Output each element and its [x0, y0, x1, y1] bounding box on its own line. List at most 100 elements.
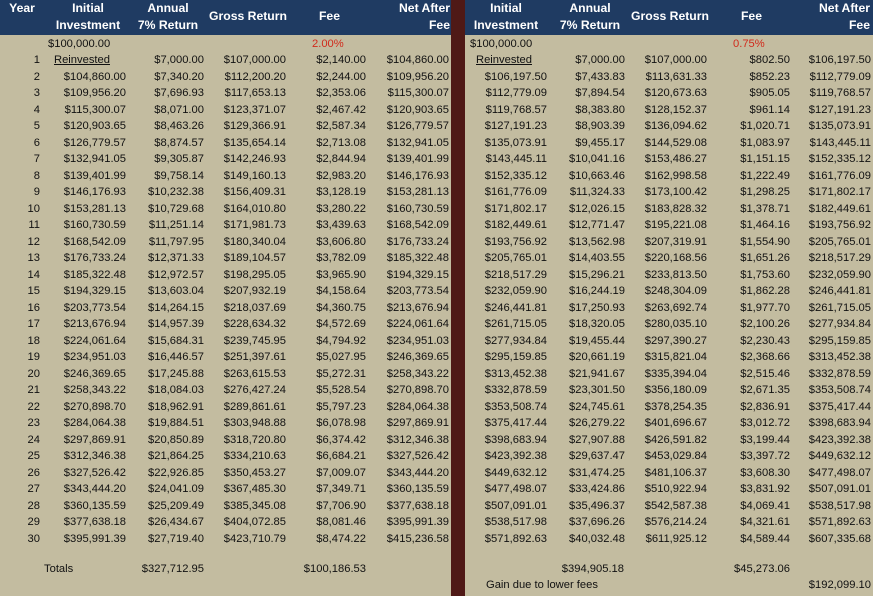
table-divider — [451, 0, 465, 596]
annual-cell: $25,209.49 — [148, 499, 204, 512]
fee-cell: $852.23 — [749, 70, 790, 83]
net-cell: $398,683.94 — [808, 417, 871, 429]
gross-cell: $128,152.37 — [644, 103, 707, 116]
net-cell: $143,445.11 — [809, 136, 871, 149]
year-cell: 22 — [27, 400, 40, 413]
annual-cell: $8,463.26 — [154, 120, 204, 132]
fee-cell: $8,474.22 — [316, 532, 366, 545]
initial-cell: $161,776.09 — [484, 186, 547, 198]
net-cell: $415,236.58 — [386, 532, 449, 545]
year-cell: 5 — [33, 120, 40, 132]
fee-cell: $4,360.75 — [316, 301, 366, 314]
fee-cell: $2,983.20 — [316, 169, 366, 182]
initial-cell: $153,281.13 — [63, 202, 126, 215]
year-cell: 16 — [27, 301, 40, 314]
initial-cell: $112,779.09 — [485, 87, 547, 99]
gross-cell: $220,168.56 — [644, 252, 707, 264]
annual-cell: $19,455.44 — [569, 334, 625, 347]
net-cell: $246,441.81 — [808, 285, 871, 297]
total-annual-return: $327,712.95 — [141, 562, 204, 575]
initial-cell: $507,091.01 — [484, 499, 547, 512]
year-cell: 24 — [27, 433, 40, 446]
gross-cell: $228,634.32 — [223, 318, 286, 330]
gross-cell: $142,246.93 — [223, 153, 286, 165]
annual-cell: $17,250.93 — [569, 301, 625, 314]
fee-cell: $2,587.34 — [316, 120, 366, 132]
year-cell: 28 — [27, 499, 40, 512]
gross-cell: $195,221.08 — [644, 219, 707, 231]
fee-cell: $5,797.23 — [316, 400, 366, 413]
gross-cell: $136,094.62 — [644, 120, 707, 132]
annual-cell: $24,041.09 — [148, 483, 204, 495]
header-initial-investment-right: Initial Investment — [473, 1, 539, 32]
initial-cell: $295,159.85 — [484, 351, 547, 363]
fee-cell: $7,349.71 — [316, 483, 366, 495]
gross-cell: $198,295.05 — [223, 268, 286, 281]
year-cell: 6 — [33, 136, 40, 149]
annual-cell: $40,032.48 — [569, 532, 625, 545]
initial-cell: $258,343.22 — [63, 384, 126, 396]
gross-cell: $162,998.58 — [644, 169, 707, 182]
gross-cell: $378,254.35 — [644, 400, 707, 413]
initial-cell: $119,768.57 — [485, 103, 547, 116]
totals-label: Totals — [44, 562, 74, 575]
net-cell: $193,756.92 — [808, 219, 871, 231]
annual-cell: $12,371.33 — [148, 252, 204, 264]
fee-cell: $961.14 — [749, 103, 790, 116]
annual-cell: $10,729.68 — [148, 202, 204, 215]
annual-cell: $11,251.14 — [148, 219, 204, 231]
net-cell: $395,991.39 — [386, 516, 449, 528]
initial-cell: $146,176.93 — [63, 186, 126, 198]
year-cell: 30 — [27, 532, 40, 545]
net-cell: $168,542.09 — [386, 219, 449, 231]
initial-cell: $139,401.99 — [63, 169, 126, 182]
header-year: Year — [9, 1, 35, 15]
gross-cell: $164,010.80 — [223, 202, 286, 215]
gross-cell: $183,828.32 — [644, 202, 707, 215]
fee-cell: $1,222.49 — [740, 169, 790, 182]
net-cell: $161,776.09 — [808, 169, 871, 182]
year-cell: 8 — [33, 169, 40, 182]
gross-cell: $315,821.04 — [644, 351, 707, 363]
fee-cell: $2,140.00 — [316, 54, 366, 66]
initial-cell: $205,765.01 — [484, 252, 547, 264]
net-cell: $119,768.57 — [809, 87, 871, 99]
annual-cell: $23,301.50 — [569, 384, 625, 396]
gain-label: Gain due to lower fees — [486, 579, 598, 591]
year-cell: 26 — [27, 466, 40, 479]
net-cell: $115,300.07 — [387, 87, 449, 99]
annual-cell: $37,696.26 — [569, 516, 625, 528]
annual-cell: $18,962.91 — [148, 400, 204, 413]
total-annual-return-right: $394,905.18 — [561, 562, 624, 575]
annual-cell: $16,446.57 — [148, 351, 204, 363]
gain-row: Gain due to lower fees $192,099.10 — [0, 577, 873, 594]
fee-cell: $1,554.90 — [740, 235, 790, 248]
year-cell: 12 — [27, 235, 40, 248]
net-cell: $139,401.99 — [386, 153, 449, 165]
initial-cell: $168,542.09 — [63, 235, 126, 248]
initial-cell: $297,869.91 — [63, 433, 126, 446]
annual-cell: $21,941.67 — [569, 367, 625, 380]
gross-cell: $173,100.42 — [644, 186, 707, 198]
annual-cell: $19,884.51 — [148, 417, 204, 429]
year-cell: 18 — [27, 334, 40, 347]
net-cell: $176,733.24 — [386, 235, 449, 248]
net-cell: $109,956.20 — [386, 70, 449, 83]
year-cell: 7 — [33, 153, 40, 165]
fee-rate: 2.00% — [312, 37, 344, 50]
gross-cell: $280,035.10 — [644, 318, 707, 330]
fee-cell: $7,009.07 — [316, 466, 366, 479]
net-cell: $152,335.12 — [808, 153, 871, 165]
fee-cell: $2,353.06 — [316, 87, 366, 99]
annual-cell: $9,758.14 — [154, 169, 204, 182]
gross-cell: $117,653.13 — [224, 87, 286, 99]
initial-cell: $423,392.38 — [484, 450, 547, 462]
annual-cell: $27,907.88 — [569, 433, 625, 446]
fee-cell: $2,467.42 — [316, 103, 366, 116]
fee-cell: $6,684.21 — [316, 450, 366, 462]
initial-cell: $284,064.38 — [63, 417, 126, 429]
annual-cell: $14,403.55 — [569, 252, 625, 264]
gross-cell: $276,427.24 — [223, 384, 286, 396]
net-cell: $146,176.93 — [386, 169, 449, 182]
